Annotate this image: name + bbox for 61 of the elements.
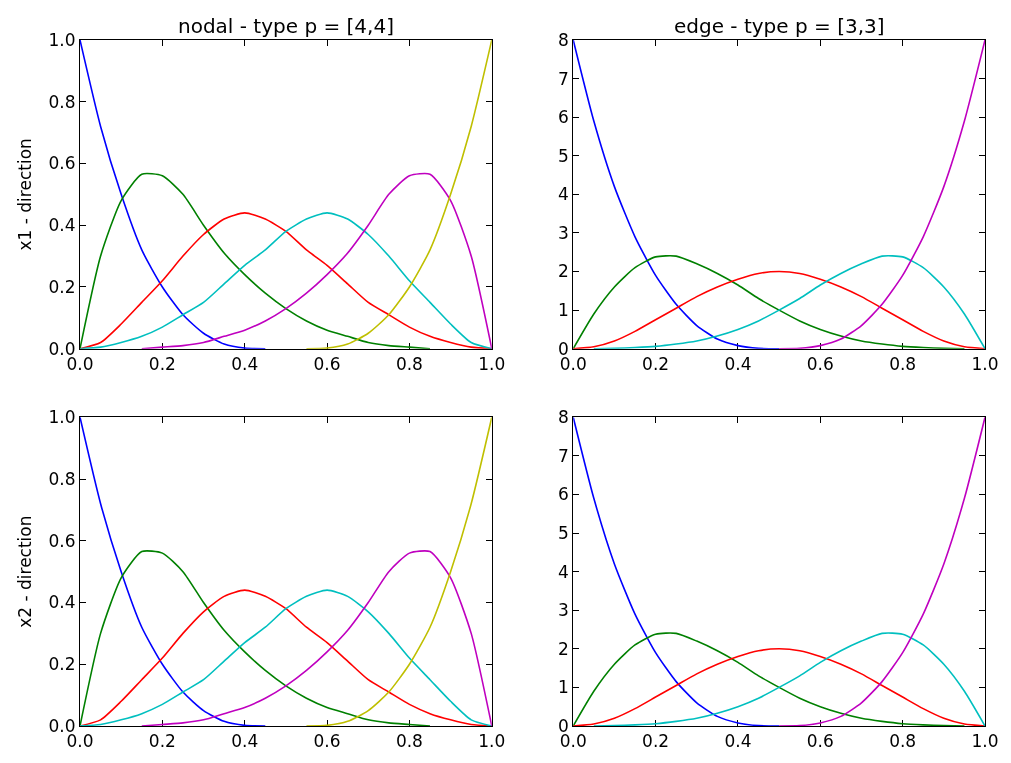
y-tick-label: 4	[558, 561, 569, 582]
x-tick-label: 1.0	[478, 731, 506, 752]
x-tick-label: 0.0	[66, 354, 94, 375]
y-tick-label: 0.4	[48, 592, 76, 613]
y-tick-label: 0.8	[48, 468, 76, 489]
y-tick-label: 1.0	[48, 407, 76, 428]
y-tick-label: 2	[558, 638, 569, 659]
chart-title: nodal - type p = [4,4]	[178, 14, 394, 38]
x-tick-label: 0.6	[806, 354, 834, 375]
x-tick-label: 1.0	[971, 731, 999, 752]
x-tick-label: 0.6	[313, 354, 341, 375]
y-tick-label: 0.6	[48, 153, 76, 174]
x-tick-label: 0.8	[889, 731, 917, 752]
y-tick-label: 8	[558, 407, 569, 428]
x-tick-label: 1.0	[971, 354, 999, 375]
line-series	[305, 417, 492, 726]
y-tick-label: 8	[558, 29, 569, 50]
x-tick-label: 0.8	[889, 354, 917, 375]
y-tick-label: 3	[558, 600, 569, 621]
x-tick-label: 0.2	[642, 354, 670, 375]
x-tick-label: 0.4	[724, 354, 752, 375]
line-series	[80, 417, 267, 726]
x-tick-label: 0.4	[231, 731, 259, 752]
y-tick-label: 2	[558, 261, 569, 282]
line-series	[573, 417, 780, 726]
y-axis-title: x1 - direction	[15, 138, 36, 251]
y-tick-label: 5	[558, 145, 569, 166]
y-tick-label: 6	[558, 107, 569, 128]
line-series	[80, 589, 492, 726]
y-tick-label: 7	[558, 445, 569, 466]
x-tick-label: 0.6	[806, 731, 834, 752]
y-tick-label: 1.0	[48, 29, 76, 50]
x-tick-label: 0.4	[231, 354, 259, 375]
line-series	[778, 417, 985, 726]
y-axis-title: x2 - direction	[15, 515, 36, 628]
x-tick-label: 1.0	[478, 354, 506, 375]
x-tick-label: 0.8	[395, 731, 423, 752]
x-tick-label: 0.2	[148, 354, 176, 375]
x-tick-label: 0.0	[66, 731, 94, 752]
y-tick-label: 3	[558, 222, 569, 243]
x-tick-label: 0.2	[642, 731, 670, 752]
y-tick-label: 1	[558, 300, 569, 321]
x-tick-label: 0.2	[148, 731, 176, 752]
line-series	[80, 212, 492, 349]
x-tick-label: 0.4	[724, 731, 752, 752]
line-series	[140, 550, 492, 726]
y-tick-label: 0.8	[48, 91, 76, 112]
x-tick-label: 0.6	[313, 731, 341, 752]
y-tick-label: 5	[558, 523, 569, 544]
y-tick-label: 0.4	[48, 215, 76, 236]
x-tick-label: 0.8	[395, 354, 423, 375]
line-series	[573, 648, 985, 726]
y-tick-label: 6	[558, 484, 569, 505]
line-series	[80, 550, 431, 726]
y-tick-label: 7	[558, 68, 569, 89]
y-tick-label: 1	[558, 677, 569, 698]
y-tick-label: 4	[558, 184, 569, 205]
chart-title: edge - type p = [3,3]	[674, 14, 885, 38]
y-tick-label: 0.2	[48, 276, 76, 297]
y-tick-label: 0.2	[48, 654, 76, 675]
y-tick-label: 0.6	[48, 530, 76, 551]
